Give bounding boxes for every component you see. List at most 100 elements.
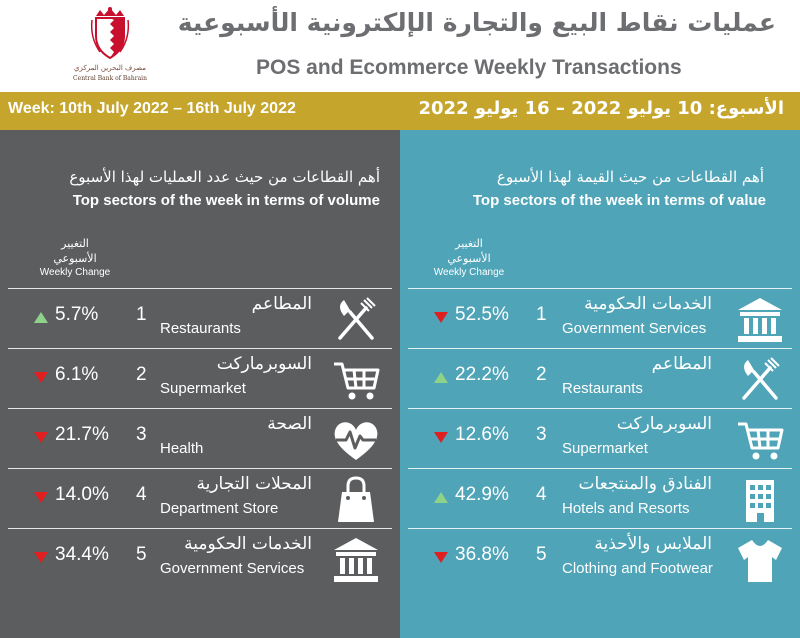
heart-pulse-icon — [334, 422, 378, 460]
volume-row-4: 14.0% 4 المحلات التجارية Department Stor… — [0, 470, 400, 528]
up-arrow-icon — [34, 312, 48, 323]
weekly-change-arabic-1: التغيير — [455, 237, 483, 250]
sector-name-arabic: السوبرماركت — [616, 414, 712, 434]
page-title-arabic: عمليات نقاط البيع والتجارة الإلكترونية ا… — [177, 8, 776, 37]
row-divider — [8, 288, 392, 289]
sector-name: Clothing and Footwear — [562, 560, 713, 577]
rank-number: 5 — [136, 544, 147, 565]
sector-name: Department Store — [160, 500, 279, 517]
volume-row-5: 34.4% 5 الخدمات الحكومية Government Serv… — [0, 530, 400, 588]
weekly-change-value: 12.6% — [455, 424, 509, 445]
weekly-change-value: 42.9% — [455, 484, 509, 505]
fork-knife-icon — [742, 357, 780, 400]
weekly-change-arabic-2: الأسبوعي — [53, 252, 97, 265]
rank-number: 1 — [536, 304, 547, 325]
central-bank-logo: مصرف البحرين المركزي Central Bank of Bah… — [62, 6, 158, 88]
weekly-change-label: Weekly Change — [39, 267, 111, 278]
rank-number: 3 — [136, 424, 147, 445]
value-panel: أهم القطاعات من حيث القيمة لهذا الأسبوع … — [400, 130, 800, 638]
sector-name: Hotels and Resorts — [562, 500, 690, 517]
rank-number: 1 — [136, 304, 147, 325]
down-arrow-icon — [34, 492, 48, 503]
value-row-5: 36.8% 5 الملابس والأحذية Clothing and Fo… — [400, 530, 800, 588]
rank-number: 2 — [136, 364, 147, 385]
page-title: POS and Ecommerce Weekly Transactions — [256, 56, 682, 79]
value-row-4: 42.9% 4 الفنادق والمنتجعات Hotels and Re… — [400, 470, 800, 528]
down-arrow-icon — [34, 432, 48, 443]
sector-name-arabic: الفنادق والمنتجعات — [578, 474, 712, 494]
sector-name: Health — [160, 440, 204, 457]
week-range-english: Week: 10th July 2022 – 16th July 2022 — [8, 100, 296, 117]
sector-name: Supermarket — [562, 440, 648, 457]
volume-panel: أهم القطاعات من حيث عدد العمليات لهذا ال… — [0, 130, 400, 638]
value-row-1: 52.5% 1 الخدمات الحكومية Government Serv… — [400, 290, 800, 348]
sector-name-arabic: الصحة — [267, 414, 312, 434]
cart-icon — [738, 422, 784, 460]
fork-knife-icon — [338, 297, 376, 340]
header: مصرف البحرين المركزي Central Bank of Bah… — [0, 0, 800, 92]
logo-arabic-text: مصرف البحرين المركزي — [74, 64, 146, 72]
logo-english-text: Central Bank of Bahrain — [73, 75, 147, 82]
government-building-icon — [738, 298, 782, 342]
weekly-change-value: 21.7% — [55, 424, 109, 445]
row-divider — [408, 288, 792, 289]
weekly-change-value: 36.8% — [455, 544, 509, 565]
row-divider — [408, 468, 792, 469]
row-divider — [408, 408, 792, 409]
sector-name-arabic: الخدمات الحكومية — [584, 294, 712, 314]
row-divider — [408, 348, 792, 349]
down-arrow-icon — [34, 552, 48, 563]
sector-name-arabic: المطاعم — [651, 354, 712, 374]
cart-icon — [334, 362, 380, 400]
row-divider — [8, 528, 392, 529]
value-title: Top sectors of the week in terms of valu… — [472, 192, 766, 209]
down-arrow-icon — [434, 552, 448, 563]
tshirt-icon — [738, 540, 782, 582]
volume-row-1: 5.7% 1 المطاعم Restaurants — [0, 290, 400, 348]
rank-number: 4 — [136, 484, 147, 505]
hotel-building-icon — [746, 480, 774, 522]
week-bar: Week: 10th July 2022 – 16th July 2022 ال… — [0, 92, 800, 130]
weekly-change-label: Weekly Change — [433, 267, 505, 278]
volume-title: Top sectors of the week in terms of volu… — [72, 192, 380, 209]
rank-number: 5 — [536, 544, 547, 565]
rank-number: 4 — [536, 484, 547, 505]
weekly-change-value: 14.0% — [55, 484, 109, 505]
weekly-change-value: 5.7% — [55, 304, 99, 325]
sector-name-arabic: المحلات التجارية — [196, 474, 313, 494]
sector-name: Supermarket — [160, 380, 246, 397]
up-arrow-icon — [434, 492, 448, 503]
week-range-arabic: الأسبوع: 10 يوليو 2022 – 16 يوليو 2022 — [418, 98, 785, 119]
volume-row-3: 21.7% 3 الصحة Health — [0, 410, 400, 468]
down-arrow-icon — [434, 312, 448, 323]
weekly-change-arabic-2: الأسبوعي — [447, 252, 491, 265]
sector-name: Government Services — [160, 560, 305, 577]
row-divider — [408, 528, 792, 529]
weekly-change-arabic-1: التغيير — [61, 237, 89, 250]
volume-title-arabic: أهم القطاعات من حيث عدد العمليات لهذا ال… — [69, 168, 380, 186]
sector-name-arabic: الخدمات الحكومية — [184, 534, 312, 554]
weekly-change-value: 22.2% — [455, 364, 509, 385]
volume-row-2: 6.1% 2 السوبرماركت Supermarket — [0, 350, 400, 408]
value-title-arabic: أهم القطاعات من حيث القيمة لهذا الأسبوع — [496, 168, 764, 186]
sector-name: Government Services — [562, 320, 707, 337]
weekly-change-header: التغيير الأسبوعي Weekly Change — [424, 236, 514, 280]
sector-name: Restaurants — [160, 320, 241, 337]
down-arrow-icon — [34, 372, 48, 383]
row-divider — [8, 408, 392, 409]
sector-name: Restaurants — [562, 380, 643, 397]
government-building-icon — [334, 538, 378, 582]
crest-icon — [90, 7, 130, 60]
weekly-change-header: التغيير الأسبوعي Weekly Change — [30, 236, 120, 280]
sector-name-arabic: الملابس والأحذية — [594, 534, 712, 554]
weekly-change-value: 34.4% — [55, 544, 109, 565]
weekly-change-value: 6.1% — [55, 364, 99, 385]
row-divider — [8, 348, 392, 349]
rank-number: 2 — [536, 364, 547, 385]
value-row-3: 12.6% 3 السوبرماركت Supermarket — [400, 410, 800, 468]
sector-name-arabic: السوبرماركت — [216, 354, 312, 374]
sector-name-arabic: المطاعم — [251, 294, 312, 314]
weekly-change-value: 52.5% — [455, 304, 509, 325]
rank-number: 3 — [536, 424, 547, 445]
down-arrow-icon — [434, 432, 448, 443]
